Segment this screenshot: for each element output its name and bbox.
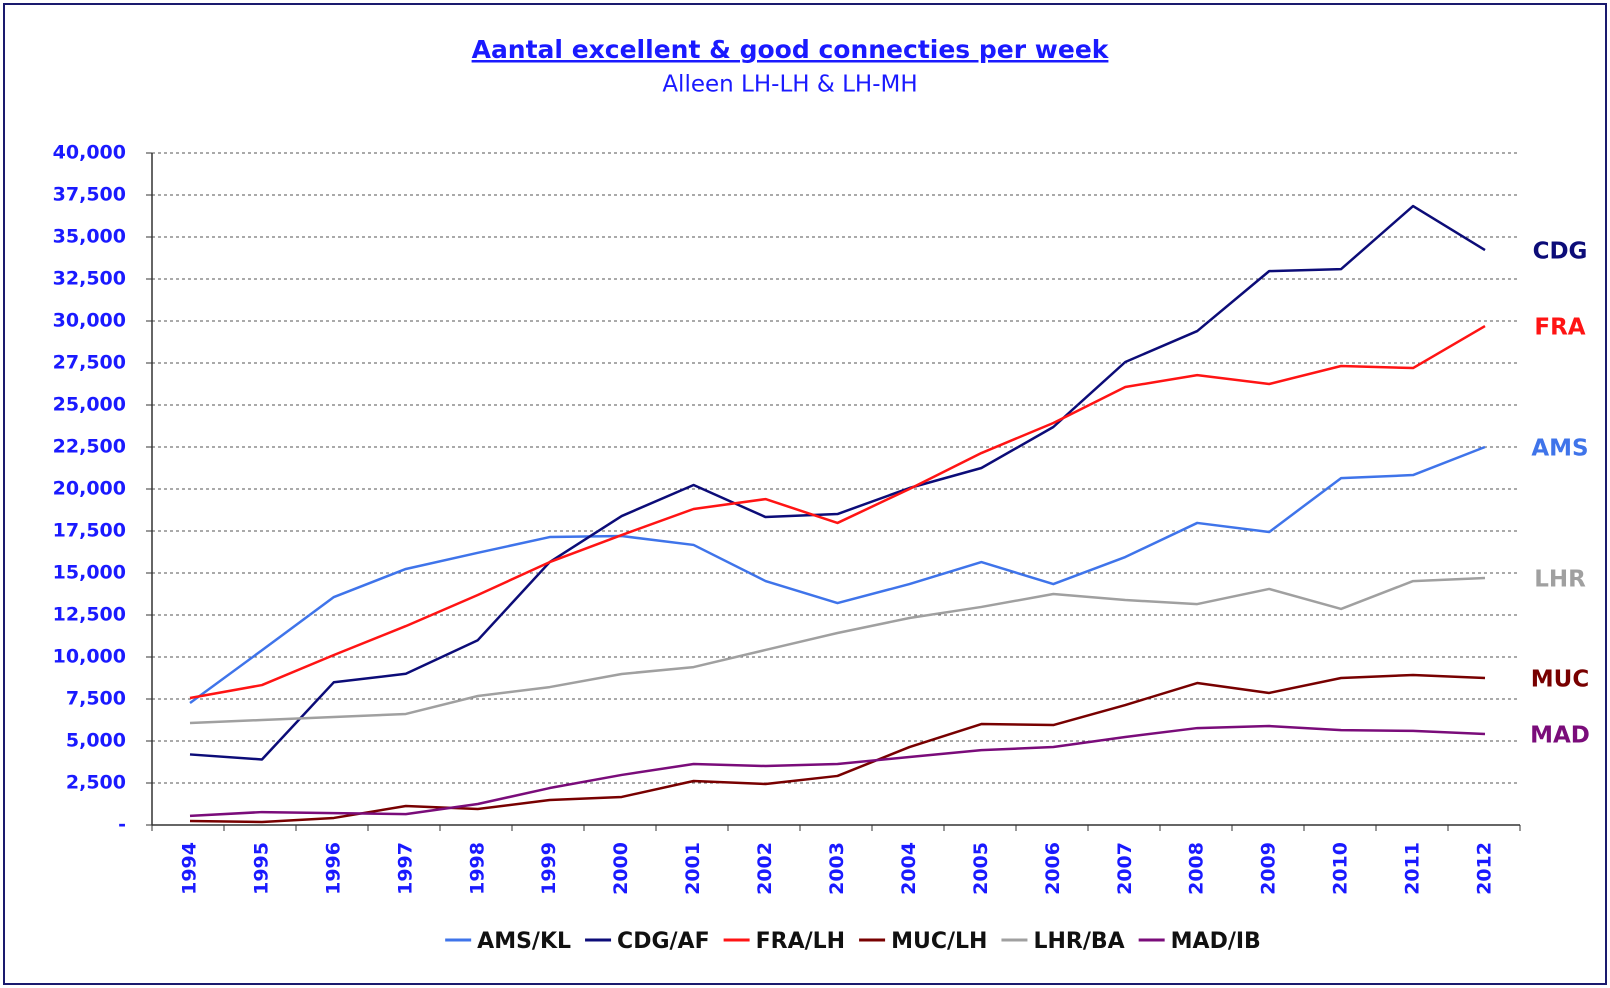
x-tick-label: 1998 <box>466 842 488 895</box>
x-tick-label: 2002 <box>754 842 776 895</box>
legend-label: LHR/BA <box>1033 929 1124 954</box>
x-tick-label: 1997 <box>394 842 416 895</box>
y-tick-label: 37,500 <box>53 184 126 206</box>
y-tick-label: 25,000 <box>53 394 126 416</box>
chart-subtitle: Alleen LH-LH & LH-MH <box>662 72 917 98</box>
series-line <box>189 445 1486 705</box>
legend-label: MUC/LH <box>891 929 987 954</box>
series-line <box>189 204 1486 761</box>
series-end-label: AMS <box>1531 436 1588 462</box>
y-tick-label: 35,000 <box>53 226 126 248</box>
x-tick-label: 2011 <box>1402 842 1424 895</box>
y-tick-label: 2,500 <box>66 772 126 794</box>
series-line <box>189 576 1486 725</box>
x-tick-label: 2006 <box>1042 842 1064 895</box>
series-end-label: FRA <box>1534 315 1585 341</box>
y-tick-label: 22,500 <box>53 436 126 458</box>
x-tick-label: 2012 <box>1474 842 1496 895</box>
y-tick-label: 12,500 <box>53 604 126 626</box>
y-tick-label: 15,000 <box>53 562 126 584</box>
legend-label: MAD/IB <box>1171 929 1261 954</box>
legend-label: AMS/KL <box>477 929 571 954</box>
x-tick-label: 2001 <box>682 842 704 895</box>
x-tick-label: 2005 <box>970 842 992 895</box>
x-tick-label: 2007 <box>1114 842 1136 895</box>
y-tick-label: 32,500 <box>53 268 126 290</box>
series-end-label: MAD <box>1530 722 1590 748</box>
series-end-label: CDG <box>1533 239 1588 265</box>
chart-frame <box>3 3 1607 985</box>
series-line <box>189 324 1486 700</box>
y-tick-label: 40,000 <box>53 142 126 164</box>
series-end-label: MUC <box>1531 667 1589 693</box>
y-tick-label: - <box>118 814 126 836</box>
y-tick-label: 20,000 <box>53 478 126 500</box>
x-tick-label: 1994 <box>179 842 201 895</box>
x-tick-label: 2009 <box>1258 842 1280 895</box>
x-tick-label: 2008 <box>1186 842 1208 895</box>
y-tick-label: 17,500 <box>53 520 126 542</box>
series-line <box>189 673 1486 824</box>
series-line <box>189 724 1486 818</box>
x-tick-label: 2003 <box>826 842 848 895</box>
chart-title: Aantal excellent & good connecties per w… <box>472 35 1110 64</box>
y-tick-label: 10,000 <box>53 646 126 668</box>
legend-label: FRA/LH <box>756 929 845 954</box>
x-tick-label: 1999 <box>538 842 560 895</box>
legend-label: CDG/AF <box>617 929 710 954</box>
series-end-label: LHR <box>1534 567 1586 593</box>
y-tick-label: 7,500 <box>66 688 126 710</box>
y-tick-label: 30,000 <box>53 310 126 332</box>
x-tick-label: 2010 <box>1330 842 1352 895</box>
y-tick-label: 27,500 <box>53 352 126 374</box>
x-tick-label: 2004 <box>898 842 920 895</box>
x-tick-label: 1995 <box>250 842 272 895</box>
x-tick-label: 2000 <box>610 842 632 895</box>
x-tick-label: 1996 <box>322 842 344 895</box>
y-tick-label: 5,000 <box>66 730 126 752</box>
